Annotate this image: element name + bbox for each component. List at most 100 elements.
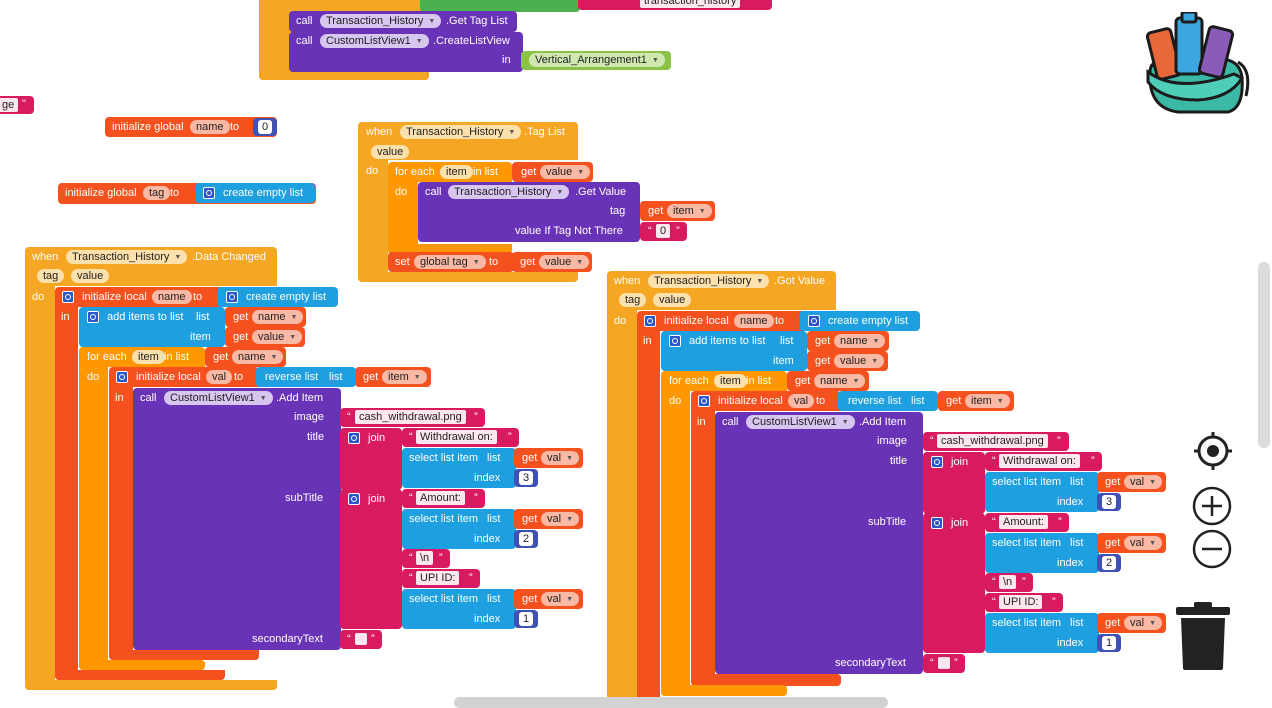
number-field[interactable]: 0	[258, 120, 272, 134]
top-green-block[interactable]	[420, 0, 580, 12]
get-var-dropdown[interactable]: item ▼	[667, 204, 712, 218]
upi-text[interactable]: UPI ID:	[999, 595, 1043, 609]
empty-text-value[interactable]	[355, 633, 367, 645]
backpack-icon[interactable]	[1138, 12, 1250, 116]
number-field[interactable]: 3	[1102, 495, 1116, 509]
amount-text[interactable]: Amount:	[416, 491, 465, 505]
component-dropdown[interactable]: Transaction_History ▼	[320, 14, 442, 28]
gear-icon[interactable]	[669, 335, 681, 347]
get-var-dropdown[interactable]: item ▼	[382, 370, 427, 384]
zoom-out-icon[interactable]	[1191, 528, 1233, 570]
component-dropdown[interactable]: Transaction_History ▼	[448, 185, 570, 199]
newline-text[interactable]: \n	[416, 551, 434, 565]
listview-dropdown[interactable]: CustomListView1 ▼	[746, 415, 855, 429]
var-name-field[interactable]: tag	[143, 186, 171, 200]
select-list-item-block[interactable]	[985, 472, 1099, 512]
select-list-item-block[interactable]	[402, 509, 516, 549]
component-dropdown[interactable]: Transaction_History ▼	[66, 250, 188, 264]
newline-text[interactable]: \n	[999, 575, 1017, 589]
number-field[interactable]: 3	[519, 471, 533, 485]
gear-icon[interactable]	[644, 315, 656, 327]
get-var-dropdown[interactable]: value ▼	[540, 165, 591, 179]
center-target-icon[interactable]	[1192, 430, 1234, 472]
get-var-dropdown[interactable]: name ▼	[252, 310, 304, 324]
image-value[interactable]: cash_withdrawal.png	[355, 410, 466, 424]
withdrawal-text[interactable]: Withdrawal on:	[999, 454, 1080, 468]
arrangement-dropdown[interactable]: Vertical_Arrangement1 ▼	[529, 53, 665, 67]
upi-text[interactable]: UPI ID:	[416, 571, 460, 585]
select-list-item-block[interactable]	[402, 448, 516, 488]
local-var-field[interactable]: val	[788, 394, 815, 408]
local-var-field[interactable]: name	[734, 314, 774, 328]
get-var-dropdown[interactable]: value ▼	[252, 330, 303, 344]
set-var-dropdown[interactable]: global tag ▼	[414, 255, 486, 269]
add-items-block[interactable]	[661, 331, 807, 371]
param-value[interactable]: value	[371, 145, 410, 159]
gear-icon[interactable]	[931, 517, 943, 529]
gear-icon[interactable]	[116, 371, 128, 383]
number-field[interactable]: 1	[1102, 636, 1116, 650]
get-var-dropdown[interactable]: val ▼	[541, 451, 579, 465]
gear-icon[interactable]	[62, 291, 74, 303]
var-name-field[interactable]: name	[190, 120, 230, 134]
gear-icon[interactable]	[87, 311, 99, 323]
create-empty-list-block[interactable]	[195, 183, 315, 203]
create-empty-list-block[interactable]	[799, 311, 920, 331]
image-value[interactable]: cash_withdrawal.png	[937, 434, 1048, 448]
get-var-dropdown[interactable]: val ▼	[1124, 536, 1162, 550]
create-empty-list-block[interactable]	[217, 287, 338, 307]
listview-dropdown[interactable]: CustomListView1 ▼	[164, 391, 273, 405]
reverse-list-block[interactable]	[838, 391, 938, 411]
gear-icon[interactable]	[808, 315, 820, 327]
add-item-call-block[interactable]	[133, 388, 341, 650]
param-tag[interactable]: tag	[37, 269, 65, 283]
gear-icon[interactable]	[931, 456, 943, 468]
subtitle-join-block[interactable]	[923, 513, 985, 653]
select-list-item-block[interactable]	[402, 589, 516, 629]
component-dropdown[interactable]: Transaction_History ▼	[648, 274, 770, 288]
get-var-dropdown[interactable]: name ▼	[834, 334, 886, 348]
local-var-field[interactable]: name	[152, 290, 192, 304]
get-var-dropdown[interactable]: val ▼	[1124, 616, 1162, 630]
horizontal-scrollbar[interactable]	[454, 697, 888, 708]
param-tag[interactable]: tag	[619, 293, 647, 307]
get-var-dropdown[interactable]: name ▼	[232, 350, 284, 364]
item-var-field[interactable]: item	[440, 165, 473, 179]
item-var-field[interactable]: item	[132, 350, 165, 364]
item-var-field[interactable]: item	[714, 374, 747, 388]
text-zero-value[interactable]: 0	[656, 224, 671, 238]
get-var-dropdown[interactable]: name ▼	[814, 374, 866, 388]
get-var-dropdown[interactable]: item ▼	[965, 394, 1010, 408]
top-text-value[interactable]: transaction_history	[640, 0, 741, 8]
gear-icon[interactable]	[348, 493, 360, 505]
param-value[interactable]: value	[71, 269, 110, 283]
number-field[interactable]: 2	[1102, 556, 1116, 570]
get-var-dropdown[interactable]: value ▼	[834, 354, 885, 368]
component-dropdown[interactable]: CustomListView1 ▼	[320, 34, 429, 48]
get-var-dropdown[interactable]: val ▼	[1124, 475, 1162, 489]
empty-text-value[interactable]	[938, 657, 950, 669]
trash-icon[interactable]	[1174, 602, 1232, 672]
gear-icon[interactable]	[226, 291, 238, 303]
select-list-item-block[interactable]	[985, 533, 1099, 573]
add-items-block[interactable]	[79, 307, 225, 347]
subtitle-join-block[interactable]	[340, 489, 402, 629]
get-var-dropdown[interactable]: val ▼	[541, 592, 579, 606]
gear-icon[interactable]	[203, 187, 215, 199]
component-dropdown[interactable]: Transaction_History ▼	[400, 125, 522, 139]
amount-text[interactable]: Amount:	[999, 515, 1048, 529]
param-value[interactable]: value	[653, 293, 692, 307]
add-item-call-block[interactable]	[715, 412, 923, 674]
gear-icon[interactable]	[348, 432, 360, 444]
vertical-scrollbar[interactable]	[1258, 262, 1270, 448]
withdrawal-text[interactable]: Withdrawal on:	[416, 430, 497, 444]
zoom-in-icon[interactable]	[1191, 485, 1233, 527]
reverse-list-block[interactable]	[256, 367, 356, 387]
get-var-dropdown[interactable]: val ▼	[541, 512, 579, 526]
number-field[interactable]: 1	[519, 612, 533, 626]
local-var-field[interactable]: val	[206, 370, 233, 384]
get-var-dropdown[interactable]: value ▼	[539, 255, 590, 269]
gear-icon[interactable]	[698, 395, 710, 407]
number-field[interactable]: 2	[519, 532, 533, 546]
